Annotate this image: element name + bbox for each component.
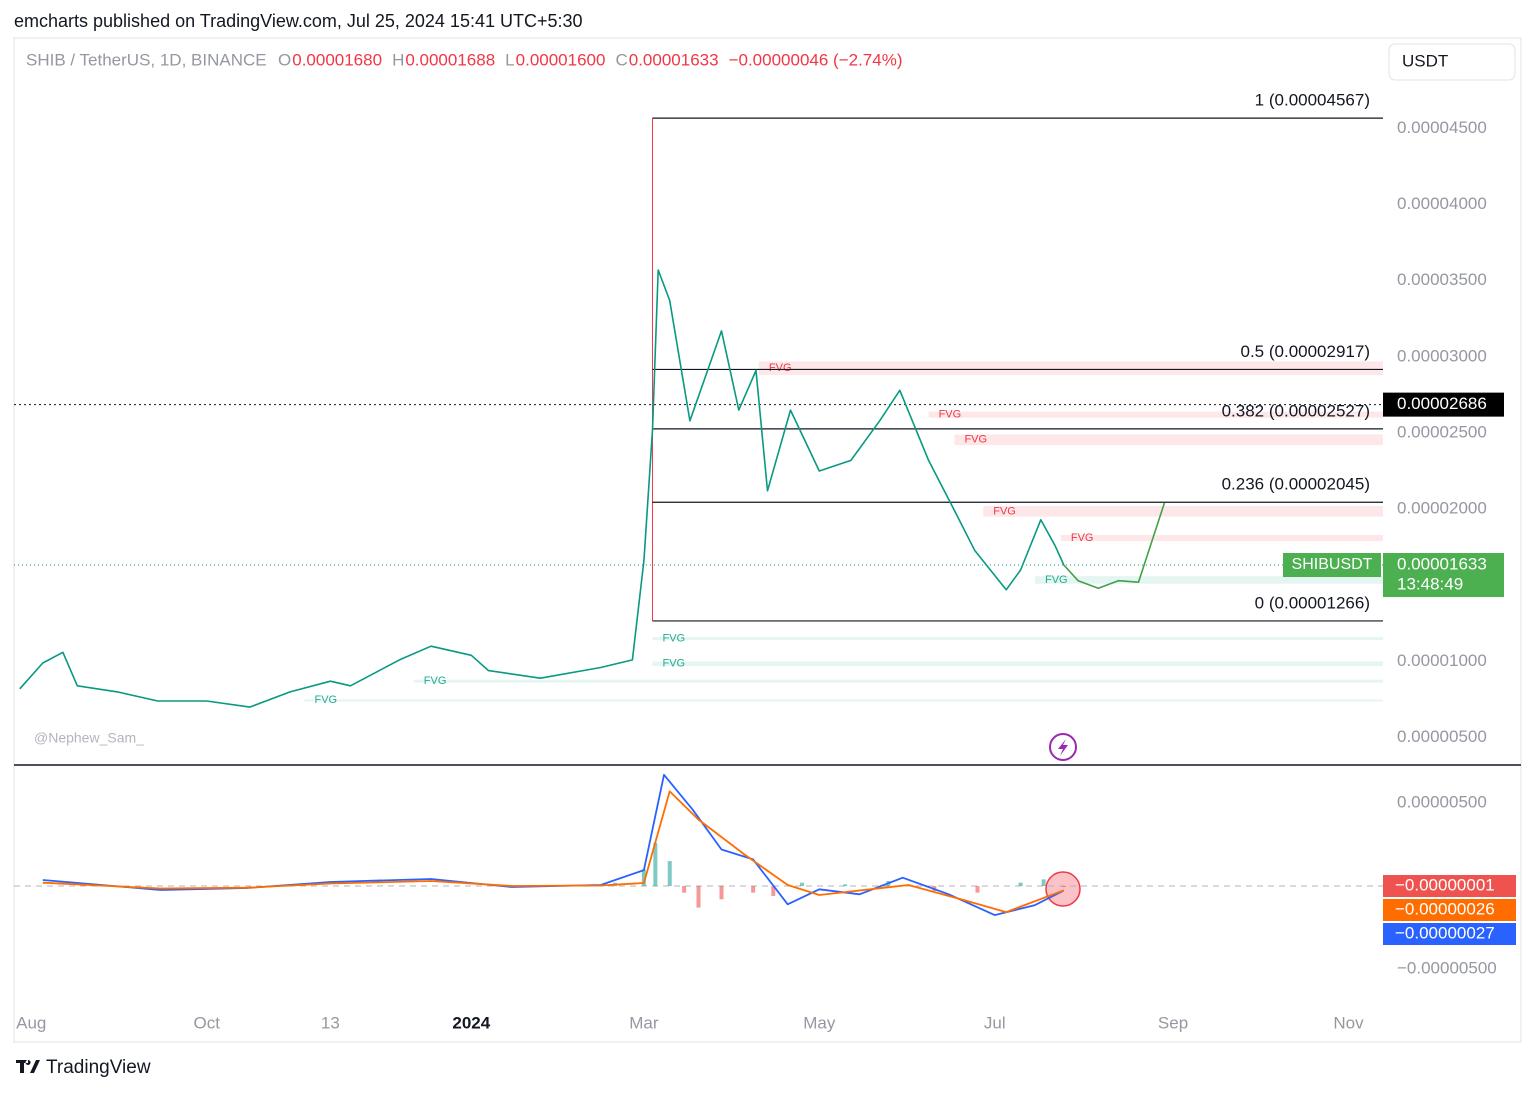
currency-button[interactable] (1388, 43, 1516, 81)
ohlc-key: O (278, 50, 291, 69)
histogram-bar (719, 886, 724, 900)
fvg-label: FVG (1045, 574, 1068, 586)
value-box (1383, 899, 1516, 922)
y-tick-label: 0.00000500 (1397, 792, 1487, 811)
fvg-zone (1060, 535, 1383, 542)
ohlc-key: C (615, 50, 627, 69)
histogram-bar (1041, 879, 1046, 887)
y-tick-label: 0.00004500 (1397, 118, 1487, 137)
y-tick-label: 0.00002500 (1397, 422, 1487, 441)
histogram-bar (843, 884, 848, 887)
value-label: −0.00000026 (1395, 899, 1495, 918)
fvg-label: FVG (769, 362, 792, 374)
histogram-bar (975, 886, 980, 893)
watermark: @Nephew_Sam_ (34, 730, 144, 746)
logo (16, 1060, 40, 1073)
symbol: SHIB / TetherUS, 1D, BINANCE (26, 50, 267, 69)
fvg-zone (954, 434, 1383, 446)
ohlc-key: L (505, 50, 514, 69)
value-label: −0.00000001 (1395, 875, 1495, 894)
histogram-bar (696, 886, 701, 908)
x-tick-label: Aug (16, 1013, 46, 1032)
lightning-icon (1049, 733, 1077, 761)
x-tick-label: Sep (1158, 1013, 1188, 1032)
value-box (1383, 923, 1516, 946)
ohlc-value: 0.00001688 (405, 50, 495, 69)
fvg-label: FVG (993, 505, 1016, 517)
y-tick-label: 0.00002000 (1397, 499, 1487, 518)
fvg-label: FVG (424, 675, 447, 687)
fib-label: 0 (0.00001266) (1255, 593, 1370, 612)
marker-label: 0.00002686 (1397, 394, 1487, 413)
x-tick-label: 2024 (452, 1013, 490, 1032)
ohlc-value: 0.00001680 (292, 50, 382, 69)
x-tick-label: 13 (321, 1013, 340, 1032)
marker-box (1383, 392, 1504, 417)
fvg-zone (652, 637, 1383, 641)
histogram-bar (1061, 886, 1066, 888)
currency[interactable]: USDT (1402, 51, 1448, 70)
y-tick-label: 0.00003000 (1397, 346, 1487, 365)
x-tick-label: Jul (984, 1013, 1006, 1032)
histogram-bar (751, 886, 756, 893)
fvg-zone (652, 661, 1383, 666)
fvg-zone (983, 506, 1383, 517)
fvg-label: FVG (662, 632, 685, 644)
y-tick-label: 0.00004000 (1397, 194, 1487, 213)
value-box (1383, 875, 1516, 898)
series-line (42, 773, 1065, 916)
histogram-bar (641, 869, 646, 887)
fvg-zone (928, 411, 1383, 418)
frame (13, 37, 1522, 1043)
publisher: emcharts published on TradingView.com, J… (14, 11, 583, 31)
symbol-label: SHIBUSDT (1292, 556, 1373, 573)
fvg-label: FVG (1071, 532, 1094, 544)
highlight-circle (1045, 871, 1081, 907)
histogram-bar (667, 861, 672, 887)
value-label: −0.00000027 (1395, 923, 1495, 942)
fvg-label: FVG (314, 694, 337, 706)
projection (1063, 502, 1166, 590)
y-tick-label: −0.00000500 (1397, 958, 1497, 977)
change: −0.00000046 (−2.74%) (729, 50, 903, 69)
ohlc: O 0.00001680 H 0.00001688 L 0.00001600 C 0.0000… (278, 50, 903, 69)
x-tick-label: Mar (629, 1013, 659, 1032)
histogram-bar (771, 886, 776, 896)
histogram-bar (682, 886, 687, 893)
fib-label: 0.5 (0.00002917) (1241, 342, 1371, 361)
fib-label: 0.382 (0.00002527) (1222, 401, 1370, 420)
y-tick-label: 0.00001000 (1397, 651, 1487, 670)
histogram-bar (800, 882, 805, 887)
histogram-bar (653, 842, 658, 887)
series-line (19, 269, 1065, 708)
fvg-label: FVG (939, 409, 962, 421)
fib-label: 0.236 (0.00002045) (1222, 475, 1370, 494)
series-line (42, 790, 1065, 913)
last-price-label: 0.00001633 (1397, 555, 1487, 574)
fvg-label: FVG (964, 434, 987, 446)
ohlc-value: 0.00001633 (629, 50, 719, 69)
ohlc-value: 0.00001600 (516, 50, 606, 69)
ohlc-key: H (392, 50, 404, 69)
fvg-zone (304, 699, 1383, 702)
x-tick-label: May (803, 1013, 836, 1032)
brand: TradingView (46, 1057, 151, 1078)
countdown: 13:48:49 (1397, 575, 1463, 594)
y-tick-label: 0.00000500 (1397, 727, 1487, 746)
y-tick-label: 0.00003500 (1397, 270, 1487, 289)
symbol-box (1283, 553, 1381, 578)
fvg-label: FVG (662, 658, 685, 670)
x-tick-label: Oct (193, 1013, 220, 1032)
fvg-zone (758, 361, 1383, 376)
fvg-zone (413, 679, 1383, 683)
fvg-zone (1034, 576, 1383, 584)
last-price-box (1383, 553, 1504, 598)
histogram-bar (1018, 882, 1023, 887)
x-tick-label: Nov (1333, 1013, 1364, 1032)
fib-label: 1 (0.00004567) (1255, 91, 1370, 110)
